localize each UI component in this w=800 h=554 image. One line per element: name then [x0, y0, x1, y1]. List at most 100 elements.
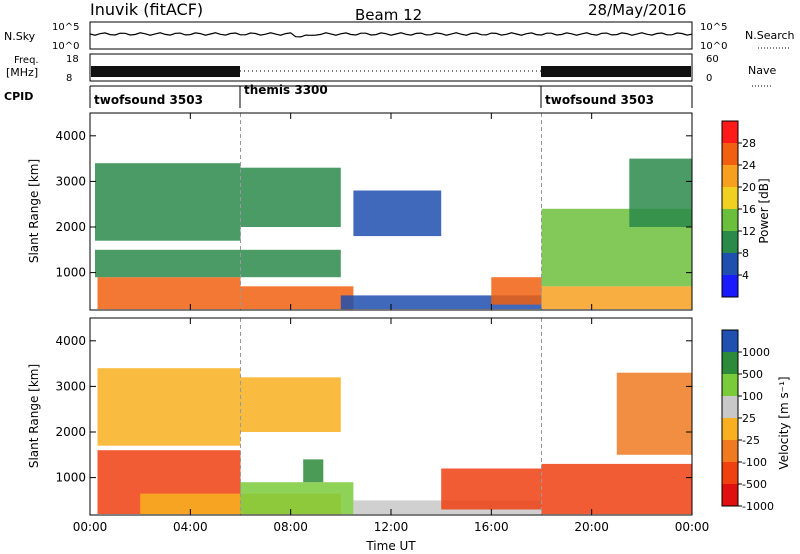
velocity-heatmap: [97, 318, 693, 515]
velocity-colorbar: 1000 500 100 25 -25 -100 -500 -1000: [721, 329, 774, 513]
heatmap-region: [629, 158, 692, 227]
x-tick-label: 00:00: [73, 520, 108, 534]
colorbar-tick-label: 25: [742, 412, 756, 425]
power-y-ticks: 1000 2000 3000 4000: [55, 129, 692, 280]
power-panel: 1000 2000 3000 4000 Slant Range [km] 4 8 12 16…: [27, 112, 771, 311]
nave-tick-bottom: 0: [706, 73, 712, 84]
y-tick-label: 1000: [55, 266, 86, 280]
colorbar-swatch: [722, 143, 738, 166]
y-tick-label: 2000: [55, 220, 86, 234]
cpid-segment-1: twofsound 3503: [94, 93, 203, 107]
heatmap-region: [303, 459, 324, 483]
y-tick-label: 4000: [55, 334, 86, 348]
colorbar-tick-label: 28: [742, 137, 756, 150]
colorbar-tick-label: 500: [742, 368, 763, 381]
colorbar-tick-label: 100: [742, 390, 763, 403]
x-tick-label: 12:00: [374, 520, 409, 534]
heatmap-region: [240, 167, 341, 227]
colorbar-tick-label: 1000: [742, 346, 770, 359]
freq-label-2: [MHz]: [6, 66, 38, 79]
nave-label: Nave: [748, 64, 776, 77]
date-title: 28/May/2016: [588, 1, 686, 19]
colorbar-tick-label: 12: [742, 225, 756, 238]
colorbar-tick-label: 20: [742, 181, 756, 194]
heatmap-region: [95, 249, 341, 278]
cpid-strip: CPID twofsound 3503 themis 3300 twofsoun…: [4, 83, 693, 108]
heatmap-region: [97, 277, 241, 310]
power-colorbar-label: Power [dB]: [757, 178, 771, 243]
colorbar-swatch: [722, 374, 738, 397]
colorbar-swatch: [722, 253, 738, 276]
x-tick-label: 20:00: [574, 520, 609, 534]
velocity-x-ticks: 00:00 04:00 08:00 12:00 16:00 20:00 00:00: [73, 318, 710, 534]
cpid-segment-3: twofsound 3503: [545, 93, 654, 107]
colorbar-tick-label: -100: [742, 456, 767, 469]
beam-title: Beam 12: [355, 6, 422, 24]
nave-tick-top: 60: [706, 54, 719, 65]
x-axis-label: Time UT: [365, 539, 416, 553]
power-ylabel: Slant Range [km]: [27, 159, 41, 263]
freq-label-1: Freq.: [14, 55, 39, 66]
x-tick-label: 00:00: [675, 520, 710, 534]
power-colorbar: 4 8 12 16 20 24 28: [721, 120, 756, 298]
heatmap-region: [441, 468, 542, 510]
colorbar-tick-label: -500: [742, 478, 767, 491]
colorbar-tick-label: 24: [742, 159, 756, 172]
heatmap-region: [541, 286, 692, 310]
heatmap-region: [240, 286, 354, 310]
velocity-panel: 1000 2000 3000 4000 00:00 04:00 08:00 12:00 16:…: [27, 317, 791, 553]
nsky-series: [89, 32, 693, 38]
freq-strip: Freq. [MHz] 18 8 60 0 Nave: [6, 53, 776, 87]
velocity-y-ticks: 1000 2000 3000 4000: [55, 334, 692, 485]
freq-tick-top: 18: [66, 54, 79, 65]
heatmap-region: [97, 368, 241, 446]
station-title: Inuvik (fitACF): [90, 0, 203, 19]
colorbar-swatch: [722, 462, 738, 485]
velocity-ylabel: Slant Range [km]: [27, 364, 41, 468]
colorbar-tick-label: 4: [742, 269, 749, 282]
colorbar-swatch: [722, 330, 738, 353]
heatmap-region: [240, 482, 354, 515]
x-tick-label: 04:00: [173, 520, 208, 534]
colorbar-swatch: [722, 121, 738, 144]
nsky-label: N.Sky: [4, 30, 36, 43]
x-tick-label: 08:00: [273, 520, 308, 534]
heatmap-region: [616, 372, 693, 455]
heatmap-region: [95, 163, 241, 241]
colorbar-swatch: [722, 187, 738, 210]
y-tick-label: 3000: [55, 379, 86, 393]
y-tick-label: 1000: [55, 471, 86, 485]
colorbar-tick-label: 8: [742, 247, 749, 260]
power-x-ticks: [89, 113, 693, 310]
colorbar-swatch: [722, 165, 738, 188]
y-tick-label: 4000: [55, 129, 86, 143]
nsearch-tick-bottom: 10^0: [700, 41, 727, 52]
colorbar-swatch: [722, 484, 738, 507]
colorbar-tick-label: -25: [742, 434, 760, 447]
colorbar-tick-label: 16: [742, 203, 756, 216]
colorbar-swatch: [722, 396, 738, 419]
heatmap-region: [353, 190, 442, 237]
nsky-tick-top: 10^5: [52, 22, 79, 33]
freq-tick-bottom: 8: [66, 73, 72, 84]
colorbar-swatch: [722, 275, 738, 298]
colorbar-swatch: [722, 440, 738, 463]
heatmap-region: [240, 377, 341, 432]
x-tick-label: 16:00: [474, 520, 509, 534]
y-tick-label: 2000: [55, 425, 86, 439]
colorbar-swatch: [722, 352, 738, 375]
y-tick-label: 3000: [55, 174, 86, 188]
colorbar-swatch: [722, 418, 738, 441]
colorbar-swatch: [722, 209, 738, 232]
heatmap-region: [491, 277, 542, 305]
cpid-segment-2: themis 3300: [244, 83, 328, 97]
heatmap-region: [541, 463, 692, 515]
cpid-label: CPID: [4, 90, 33, 103]
power-heatmap: [95, 113, 692, 310]
nsearch-label: N.Search: [745, 29, 795, 42]
freq-block-2: [541, 66, 691, 77]
colorbar-tick-label: -1000: [742, 500, 774, 513]
nsearch-tick-top: 10^5: [700, 22, 727, 33]
freq-block-1: [91, 66, 240, 77]
